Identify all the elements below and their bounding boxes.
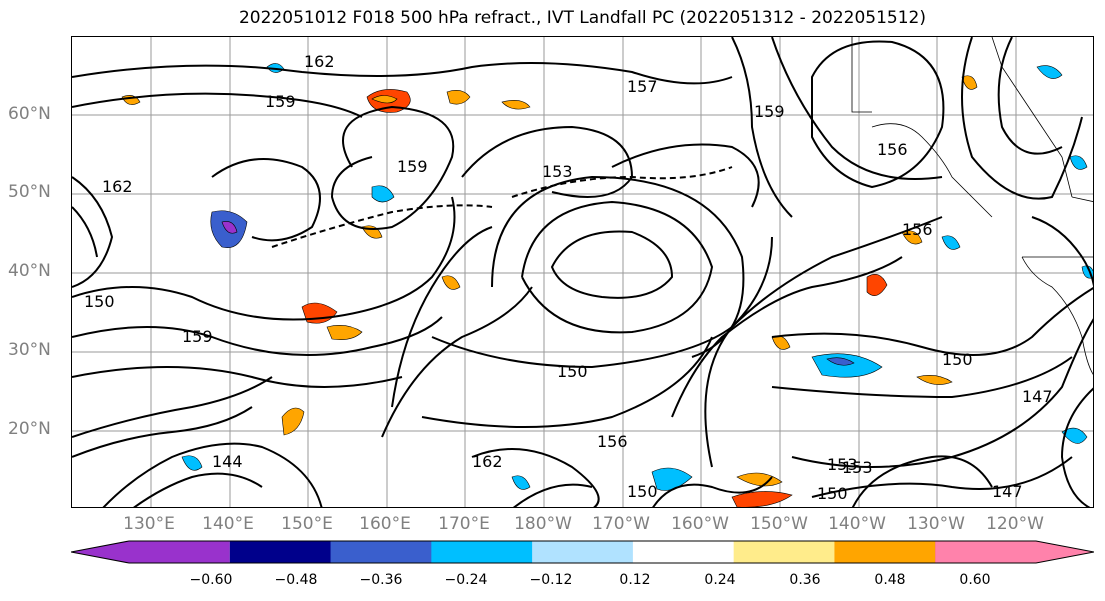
lon-label-130w: 130°W <box>907 514 965 534</box>
trough-line-2 <box>511 166 733 198</box>
coastlines <box>851 37 1093 375</box>
lon-label-160e: 160°E <box>359 514 411 534</box>
lat-label-40n: 40°N <box>8 261 51 281</box>
contour-label: 162 <box>472 452 503 471</box>
trough-line <box>271 204 493 248</box>
colorbar-tick: −0.36 <box>359 572 403 588</box>
contour-labels: 162 159 159 153 157 156 150 153 150 150 … <box>84 52 1053 503</box>
contour-label: 156 <box>877 140 908 159</box>
lat-label-50n: 50°N <box>8 182 51 202</box>
contour-label: 150 <box>627 482 658 501</box>
lat-label-60n: 60°N <box>8 104 51 124</box>
lon-label-120w: 120°W <box>986 514 1044 534</box>
contour-label: 147 <box>1022 387 1053 406</box>
contour-label: 150 <box>84 292 115 311</box>
height-contours <box>72 37 1093 507</box>
colorbar-tick: −0.12 <box>529 572 573 588</box>
contour-label: 159 <box>182 327 213 346</box>
contour-label: 162 <box>102 177 133 196</box>
colorbar-segment <box>733 541 835 563</box>
contour-label: 156 <box>902 220 933 239</box>
lat-label-30n: 30°N <box>8 340 51 360</box>
colorbar-segment <box>834 541 936 563</box>
colorbar-segment <box>431 541 533 563</box>
lon-label-140w: 140°W <box>828 514 886 534</box>
colorbar-tick: −0.48 <box>274 572 318 588</box>
map-panel: 162 159 159 153 157 156 150 153 150 150 … <box>71 36 1094 508</box>
lon-label-170e: 170°E <box>438 514 490 534</box>
map-plot: 162 159 159 153 157 156 150 153 150 150 … <box>72 37 1093 507</box>
colorbar-tick: 0.24 <box>704 572 736 588</box>
colorbar-tick: 0.12 <box>619 572 651 588</box>
colorbar-segment <box>935 541 1094 563</box>
lon-label-150w: 150°W <box>750 514 808 534</box>
colorbar-segment <box>229 541 332 563</box>
colorbar-segment <box>71 541 230 563</box>
contour-label: 147 <box>992 482 1023 501</box>
contour-label: 162 <box>304 52 335 71</box>
colorbar-tick: 0.60 <box>959 572 991 588</box>
colorbar-tick: 0.48 <box>874 572 906 588</box>
lon-label-160w: 160°W <box>671 514 729 534</box>
map-title: 2022051012 F018 500 hPa refract., IVT La… <box>238 8 926 28</box>
graticule <box>72 37 1093 507</box>
contour-label: 144 <box>212 452 243 471</box>
colorbar-segment <box>532 541 634 563</box>
lon-label-130e: 130°E <box>123 514 175 534</box>
lon-label-170w: 170°W <box>592 514 650 534</box>
colorbar-tick: 0.36 <box>789 572 821 588</box>
colorbar-tick: −0.60 <box>189 572 233 588</box>
contour-label: 159 <box>754 102 785 121</box>
lon-label-180w: 180°W <box>514 514 572 534</box>
colorbar-segment <box>330 541 432 563</box>
contour-label: 150 <box>942 350 973 369</box>
contour-label: 159 <box>265 92 296 111</box>
colorbar <box>71 540 1094 564</box>
lat-label-20n: 20°N <box>8 419 51 439</box>
contour-label: 153 <box>827 455 858 474</box>
contour-label: 157 <box>627 77 658 96</box>
colorbar-segment <box>632 541 735 563</box>
contour-label: 159 <box>397 157 428 176</box>
lon-label-150e: 150°E <box>281 514 333 534</box>
contour-label: 150 <box>557 362 588 381</box>
lon-label-140e: 140°E <box>202 514 254 534</box>
contour-label: 153 <box>542 162 573 181</box>
contour-label: 150 <box>817 484 848 503</box>
colorbar-tick: −0.24 <box>444 572 488 588</box>
contour-label: 153 <box>842 458 873 477</box>
contour-label: 156 <box>597 432 628 451</box>
anomaly-shading <box>121 63 1093 507</box>
